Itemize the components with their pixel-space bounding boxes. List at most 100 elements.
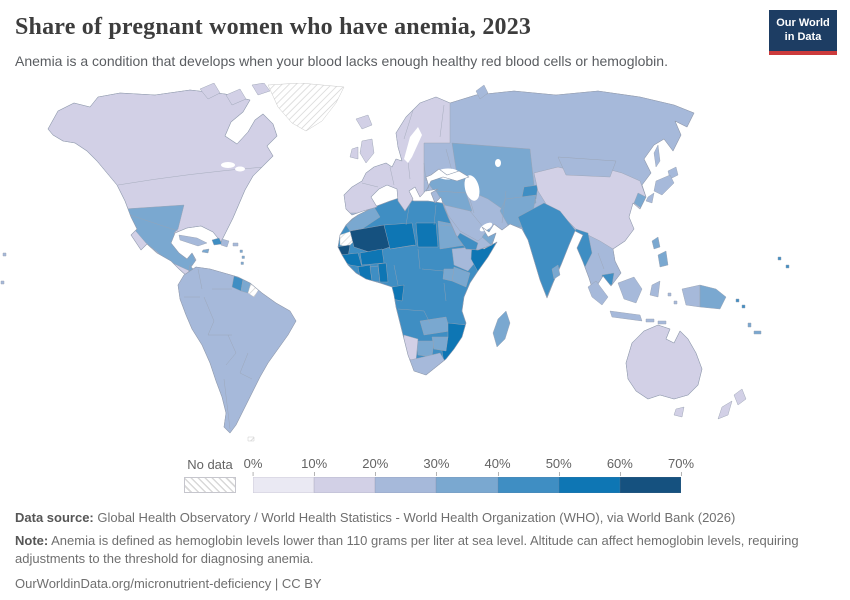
legend-tick-label: 40% — [484, 456, 511, 476]
legend-tick-label: 10% — [301, 456, 328, 476]
region-new-zealand[interactable] — [733, 388, 747, 406]
region-japan[interactable] — [653, 174, 675, 196]
region-falkland-islands[interactable] — [247, 436, 255, 442]
region-mongolia[interactable] — [557, 156, 617, 178]
region-united-states-canada[interactable] — [47, 89, 278, 306]
region-new-zealand[interactable] — [717, 400, 733, 420]
legend-bar-wrap: 0% 10% 20% 30% 40% 50% 60% 70% — [244, 456, 694, 493]
region-south-america[interactable] — [177, 266, 297, 434]
legend-bin-60-70%[interactable] — [619, 477, 681, 493]
owid-logo-line2: in Data — [784, 30, 822, 43]
legend-bin-40-50%[interactable] — [497, 477, 559, 493]
region-sakhalin[interactable] — [653, 144, 661, 168]
region-chad[interactable] — [415, 222, 439, 248]
region-papua-new-guinea[interactable] — [699, 284, 727, 310]
no-data-swatch[interactable] — [184, 477, 236, 493]
region-indonesia[interactable] — [657, 320, 667, 325]
region-niger[interactable] — [383, 222, 417, 250]
region-indonesia[interactable] — [645, 318, 655, 323]
region-madagascar[interactable] — [492, 310, 511, 348]
region-solomon-islands[interactable] — [741, 304, 746, 309]
region-ireland[interactable] — [349, 146, 359, 160]
region-fiji[interactable] — [777, 256, 782, 261]
region-novaya-zemlya[interactable] — [475, 84, 489, 100]
legend-bin-30-40%[interactable] — [436, 477, 498, 493]
data-source-line: Data source: Global Health Observatory /… — [15, 509, 825, 527]
region-burkina-faso[interactable] — [359, 248, 385, 266]
legend-tick-label: 0% — [243, 456, 263, 476]
region-puerto-rico[interactable] — [232, 242, 239, 247]
region-guinea[interactable] — [339, 252, 363, 268]
legend-bin-10-20%[interactable] — [314, 477, 376, 493]
world-choropleth-map — [0, 83, 850, 458]
region-saudi-arabia[interactable] — [443, 204, 489, 242]
region-uganda[interactable] — [442, 268, 455, 282]
region-jamaica[interactable] — [201, 248, 210, 254]
legend-no-data: No data — [184, 456, 236, 493]
region-gabon[interactable] — [391, 284, 405, 302]
region-lesser-antilles[interactable] — [239, 249, 243, 253]
continent-eurasia — [343, 84, 695, 299]
region-greenland[interactable] — [267, 83, 345, 132]
page-subtitle: Anemia is a condition that develops when… — [15, 53, 668, 69]
region-indonesia[interactable] — [667, 292, 672, 297]
legend-bin-20-30%[interactable] — [375, 477, 437, 493]
map-legend: No data 0% 10% 20% 30% 40% 50% 60% 70% — [0, 456, 850, 496]
continent-oceania — [625, 324, 747, 420]
region-pacific-islands[interactable] — [2, 252, 7, 257]
canonical-url[interactable]: OurWorldinData.org/micronutrient-deficie… — [15, 575, 322, 591]
region-sri-lanka[interactable] — [551, 264, 561, 280]
region-fiji[interactable] — [785, 264, 790, 269]
region-solomon-islands[interactable] — [735, 298, 740, 303]
region-united-kingdom[interactable] — [359, 138, 375, 164]
chart-footer: Data source: Global Health Observatory /… — [15, 509, 825, 593]
region-indonesia[interactable] — [649, 280, 661, 298]
owid-logo[interactable]: Our World in Data — [769, 10, 837, 55]
region-philippines[interactable] — [651, 236, 661, 250]
data-source-label: Data source: — [15, 510, 94, 525]
region-japan[interactable] — [645, 192, 655, 204]
region-vanuatu[interactable] — [747, 322, 752, 328]
legend-color-bar — [253, 477, 681, 493]
legend-ticks: 0% 10% 20% 30% 40% 50% 60% 70% — [244, 456, 694, 477]
region-canadian-arctic[interactable] — [225, 88, 247, 106]
region-australia[interactable] — [625, 324, 703, 400]
note-text: Anemia is defined as hemoglobin levels l… — [15, 532, 799, 566]
region-iceland[interactable] — [355, 114, 373, 130]
region-west-papua[interactable] — [681, 284, 701, 308]
legend-tick-label: 70% — [667, 456, 695, 476]
legend-bin-0-10%[interactable] — [253, 477, 315, 493]
region-cambodia[interactable] — [601, 272, 615, 286]
owid-logo-line1: Our World — [776, 17, 830, 29]
legend-tick-label: 60% — [606, 456, 633, 476]
region-lesser-antilles[interactable] — [241, 255, 245, 259]
region-canadian-arctic[interactable] — [199, 83, 221, 100]
region-cuba[interactable] — [178, 234, 208, 247]
world-map-svg — [0, 83, 790, 442]
page-title: Share of pregnant women who have anemia,… — [15, 14, 532, 40]
no-data-label: No data — [187, 457, 233, 472]
legend-tick-label: 50% — [545, 456, 572, 476]
region-namibia[interactable] — [402, 334, 419, 362]
legend-bin-50-60%[interactable] — [558, 477, 620, 493]
region-indonesia[interactable] — [617, 276, 643, 304]
region-lesser-antilles[interactable] — [240, 261, 244, 265]
region-botswana[interactable] — [415, 340, 435, 358]
region-indonesia[interactable] — [587, 280, 609, 306]
region-dominican-republic[interactable] — [220, 238, 230, 248]
region-tasmania[interactable] — [673, 406, 685, 418]
region-new-caledonia[interactable] — [753, 330, 762, 335]
region-togo-benin[interactable] — [377, 262, 389, 283]
region-indonesia[interactable] — [673, 300, 678, 305]
region-zimbabwe[interactable] — [431, 336, 449, 352]
owid-logo-accent-bar — [769, 50, 837, 55]
note-line: Note: Anemia is defined as hemoglobin le… — [15, 532, 825, 568]
note-label: Note: — [15, 532, 49, 548]
region-indonesia[interactable] — [609, 310, 643, 322]
region-canadian-arctic[interactable] — [251, 83, 271, 96]
region-pacific-islands[interactable] — [0, 280, 5, 285]
caribbean-islands — [178, 234, 245, 265]
legend-tick-label: 30% — [423, 456, 450, 476]
region-philippines[interactable] — [657, 250, 669, 268]
